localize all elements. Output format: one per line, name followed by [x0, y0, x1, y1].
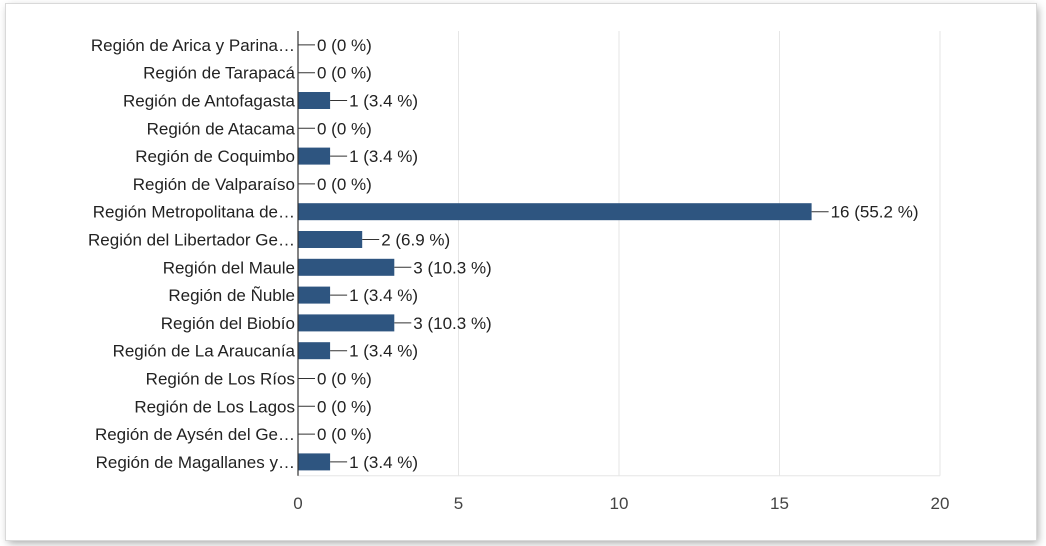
- bar: [298, 286, 331, 304]
- data-label: 0 (0 %): [317, 370, 372, 389]
- data-label: 1 (3.4 %): [349, 286, 418, 305]
- category-label: Región de La Araucanía: [113, 342, 296, 361]
- category-label: Región de Los Ríos: [146, 370, 295, 389]
- category-label: Región de Ñuble: [168, 286, 295, 305]
- category-label: Región de Arica y Parina…: [91, 36, 295, 55]
- category-label: Región de Tarapacá: [143, 64, 295, 83]
- bar: [298, 92, 331, 109]
- category-label: Región de Antofagasta: [123, 92, 296, 111]
- category-label: Región de Coquimbo: [135, 147, 295, 166]
- bar: [298, 314, 395, 332]
- bar: [298, 147, 331, 165]
- bar: [298, 231, 363, 248]
- data-label: 3 (10.3 %): [413, 314, 491, 333]
- category-label: Región de Los Lagos: [134, 397, 295, 416]
- bar: [298, 203, 812, 221]
- category-label: Región Metropolitana de…: [93, 203, 295, 222]
- x-tick-label: 0: [293, 494, 302, 513]
- data-label: 1 (3.4 %): [349, 147, 418, 166]
- data-label: 0 (0 %): [317, 64, 372, 83]
- x-tick-label: 5: [454, 494, 463, 513]
- data-label: 3 (10.3 %): [413, 258, 491, 277]
- data-label: 0 (0 %): [317, 397, 372, 416]
- data-label: 1 (3.4 %): [349, 92, 418, 111]
- data-label: 0 (0 %): [317, 36, 372, 55]
- category-label: Región de Magallanes y…: [96, 453, 295, 472]
- category-label: Región de Atacama: [147, 119, 296, 138]
- category-label: Región del Maule: [163, 258, 295, 277]
- x-tick-label: 20: [931, 494, 950, 513]
- category-label: Región de Valparaíso: [133, 175, 295, 194]
- x-tick-label: 15: [770, 494, 789, 513]
- bar: [298, 258, 395, 276]
- data-label: 1 (3.4 %): [349, 342, 418, 361]
- data-label: 0 (0 %): [317, 425, 372, 444]
- bar: [298, 453, 331, 471]
- chart-card: [6, 4, 1036, 540]
- x-tick-label: 10: [610, 494, 629, 513]
- data-label: 0 (0 %): [317, 175, 372, 194]
- data-label: 1 (3.4 %): [349, 453, 418, 472]
- bar: [298, 342, 331, 360]
- data-label: 2 (6.9 %): [381, 231, 450, 250]
- data-label: 0 (0 %): [317, 119, 372, 138]
- category-label: Región del Libertador Ge…: [88, 231, 295, 250]
- category-label: Región de Aysén del Ge…: [95, 425, 295, 444]
- data-label: 16 (55.2 %): [831, 203, 919, 222]
- category-label: Región del Biobío: [161, 314, 295, 333]
